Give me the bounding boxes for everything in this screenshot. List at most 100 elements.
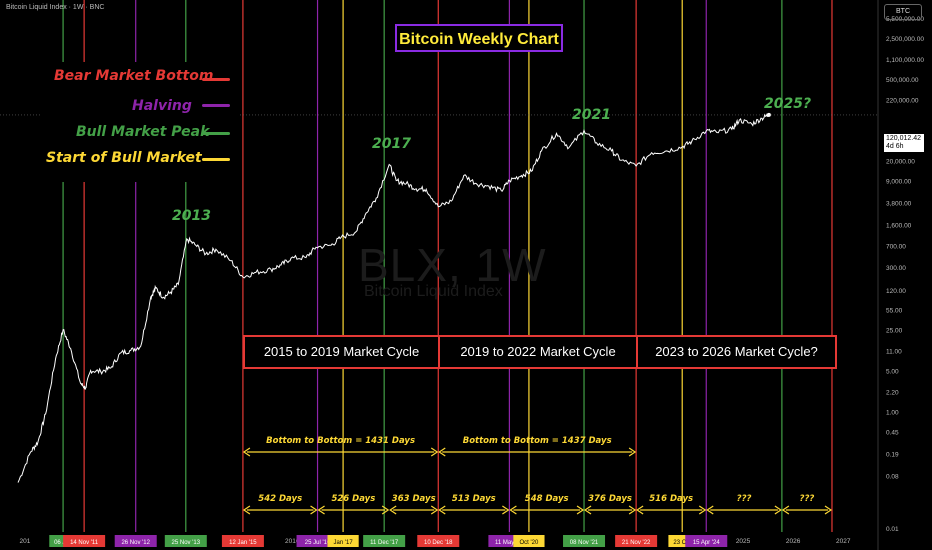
short-interval-label: ???	[737, 494, 752, 504]
event-date-label: 23 Oct	[673, 540, 691, 546]
event-date-label: 14 Nov '11	[70, 540, 99, 546]
y-tick-label: 0.19	[886, 451, 899, 458]
event-date-box	[221, 535, 264, 547]
y-tick-label: 700.00	[886, 243, 906, 250]
event-date-label: 21 Nov '22	[622, 540, 651, 546]
event-date-box	[327, 535, 359, 547]
y-tick-label: 0.01	[886, 526, 899, 533]
event-date-label: 11 May '20	[495, 540, 524, 546]
short-interval-arrow-right	[774, 505, 782, 515]
short-interval-label: 548 Days	[525, 494, 569, 504]
y-tick-label: 1,100,000.00	[886, 57, 924, 64]
long-interval-label: Bottom to Bottom = 1437 Days	[463, 436, 612, 446]
watermark-name: Bitcoin Liquid Index	[364, 283, 503, 300]
long-interval-arrow-left	[242, 447, 251, 457]
year-label-2021: 2021	[572, 107, 611, 123]
event-date-box	[563, 535, 606, 547]
year-label-2025: 2025?	[764, 96, 812, 112]
symbol-badge[interactable]: BTC	[884, 4, 922, 20]
y-tick-label: 220,000.00	[886, 98, 919, 105]
long-interval-arrow-left	[438, 447, 446, 457]
year-label-2017: 2017	[372, 136, 411, 152]
y-tick-label: 500,000.00	[886, 77, 919, 84]
y-tick-label: 20,000.00	[886, 158, 915, 165]
event-date-label: 25 Jul '16	[305, 540, 331, 546]
short-interval-arrow-left	[438, 505, 446, 515]
legend-bull-peak-line	[202, 132, 230, 135]
legend-halving: Halving	[132, 98, 192, 114]
short-interval-arrow-right	[430, 505, 439, 515]
y-tick-label: 2,500,000.00	[886, 36, 924, 43]
short-interval-label: 513 Days	[452, 494, 496, 504]
event-date-box	[417, 535, 460, 547]
short-interval-arrow-left	[317, 505, 325, 515]
long-interval-arrow-right	[628, 447, 637, 457]
short-interval-arrow-right	[310, 505, 318, 515]
y-tick-label: 3,800.00	[886, 200, 912, 207]
short-interval-arrow-right	[502, 505, 510, 515]
y-tick-label: 1.00	[886, 409, 899, 416]
event-date-box	[164, 535, 207, 547]
event-date-label: Jan '17	[334, 540, 354, 546]
short-interval-arrow-right	[824, 505, 833, 515]
y-tick-label: 25.00	[886, 328, 903, 335]
y-tick-label: 120.00	[886, 288, 906, 295]
y-tick-label: 5.00	[886, 369, 899, 376]
legend-bull-start: Start of Bull Market	[46, 150, 202, 166]
short-interval-arrow-left	[389, 505, 397, 515]
short-interval-label: 516 Days	[649, 494, 693, 504]
event-date-box	[114, 535, 157, 547]
y-tick-label: 300.00	[886, 265, 906, 272]
y-tick-label: 11.00	[886, 349, 902, 356]
cycle-box-2023-2026: 2023 to 2026 Market Cycle?	[636, 335, 837, 369]
x-tick-label: 201	[20, 538, 31, 545]
short-interval-arrow-left	[781, 505, 790, 515]
short-interval-arrow-left	[583, 505, 592, 515]
event-date-label: 12 Jan '15	[229, 540, 257, 546]
legend-bear-bottom-line	[202, 78, 230, 81]
event-date-label: 11 Dec '17	[370, 540, 399, 546]
chart-title: Bitcoin Weekly Chart	[395, 24, 563, 52]
cycle-box-2019-2022: 2019 to 2022 Market Cycle	[438, 335, 638, 369]
short-interval-arrow-right	[628, 505, 637, 515]
short-interval-label: 363 Days	[392, 494, 436, 504]
y-tick-label: 9,000.00	[886, 179, 912, 186]
legend-bear-bottom: Bear Market Bottom	[54, 68, 214, 84]
y-tick-label: 0.08	[886, 473, 899, 480]
watermark-ticker: BLX, 1W	[358, 239, 547, 291]
legend-bull-start-line	[202, 158, 230, 161]
short-interval-label: 526 Days	[331, 494, 375, 504]
current-price: 120,012.42	[886, 135, 922, 142]
event-date-label: 25 Nov '13	[172, 540, 201, 546]
event-date-box	[63, 535, 106, 547]
event-date-label: 10 Dec '18	[424, 540, 453, 546]
event-date-box	[513, 535, 545, 547]
current-price-tag: 120,012.42 4d 6h	[884, 134, 924, 152]
y-tick-label: 55.00	[886, 308, 903, 315]
event-date-box	[363, 535, 406, 547]
price-series-line	[17, 113, 770, 483]
legend: Bear Market Bottom Halving Bull Market P…	[42, 62, 238, 182]
short-interval-arrow-left	[636, 505, 644, 515]
event-date-box	[685, 535, 728, 547]
long-interval-label: Bottom to Bottom = 1431 Days	[266, 436, 415, 446]
event-date-label: Oct '20	[520, 540, 539, 546]
x-tick-label: 2026	[786, 538, 801, 545]
current-price-dot	[766, 112, 771, 117]
short-interval-label: ???	[800, 494, 815, 504]
short-interval-arrow-left	[242, 505, 251, 515]
x-tick-label: 2025	[736, 538, 751, 545]
legend-halving-line	[202, 104, 230, 107]
event-date-label: 08 Nov '21	[570, 540, 599, 546]
event-date-box	[615, 535, 658, 547]
short-interval-arrow-right	[381, 505, 390, 515]
event-date-label: 06 Jun	[54, 540, 72, 546]
short-interval-label: 376 Days	[588, 494, 632, 504]
y-tick-label: 1,600.00	[886, 222, 912, 229]
long-interval-arrow-right	[430, 447, 439, 457]
instrument-header: Bitcoin Liquid Index · 1W · BNC	[6, 4, 105, 11]
short-interval-arrow-right	[576, 505, 585, 515]
event-date-label: 15 Apr '24	[693, 540, 720, 546]
cycle-box-2015-2019: 2015 to 2019 Market Cycle	[243, 335, 440, 369]
short-interval-arrow-right	[698, 505, 707, 515]
